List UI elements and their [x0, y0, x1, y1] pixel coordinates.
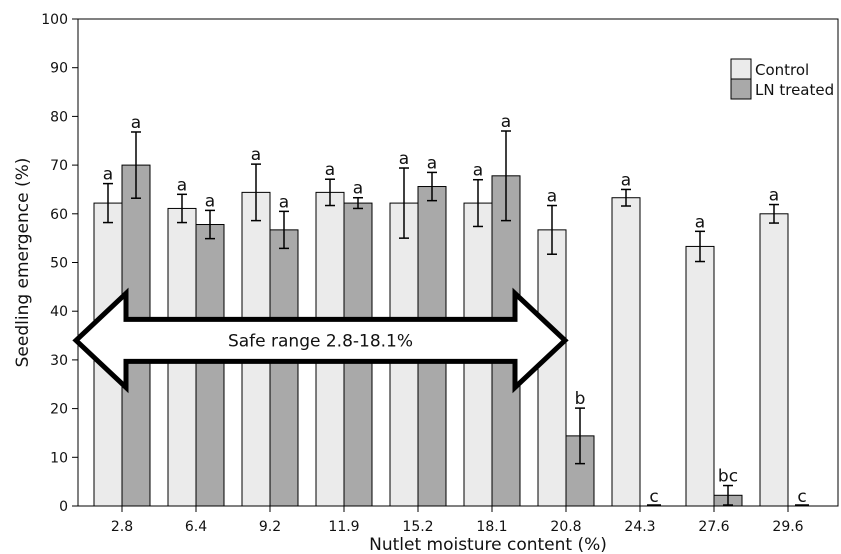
significance-label: a	[473, 161, 483, 181]
legend-label-ln-treated: LN treated	[755, 81, 834, 99]
significance-label: a	[621, 170, 631, 190]
y-tick-label: 70	[50, 158, 68, 174]
significance-label: a	[769, 186, 779, 206]
x-tick-label: 24.3	[624, 519, 655, 535]
y-tick-label: 30	[50, 353, 68, 369]
significance-label: a	[279, 192, 289, 212]
significance-label: a	[353, 179, 363, 199]
y-axis-title: Seedling emergence (%)	[13, 158, 33, 368]
y-tick-label: 10	[50, 450, 68, 466]
bar-control	[537, 229, 567, 507]
legend-label-control: Control	[755, 61, 809, 79]
significance-label: a	[205, 191, 215, 211]
bar-ln-treated	[195, 224, 225, 507]
x-tick-label: 9.2	[259, 519, 281, 535]
significance-label: c	[649, 487, 658, 507]
bar-control	[685, 245, 715, 507]
bar-control	[611, 197, 641, 507]
significance-label: a	[325, 160, 335, 180]
x-tick-label: 27.6	[698, 519, 729, 535]
double-arrow	[72, 287, 569, 394]
y-tick-label: 50	[50, 256, 68, 272]
significance-label: a	[501, 112, 511, 132]
significance-label: a	[103, 165, 113, 185]
bar-control	[759, 213, 789, 507]
y-tick-label: 60	[50, 207, 68, 223]
legend: Control LN treated	[730, 58, 834, 100]
x-tick-label: 6.4	[185, 519, 207, 535]
x-tick-label: 11.9	[328, 519, 359, 535]
significance-label: a	[251, 145, 261, 165]
safe-range-arrow: Safe range 2.8-18.1%	[72, 287, 569, 394]
significance-label: a	[399, 149, 409, 169]
y-tick-label: 90	[50, 61, 68, 77]
safe-range-label: Safe range 2.8-18.1%	[228, 331, 413, 351]
significance-label: a	[131, 113, 141, 133]
x-tick-label: 18.1	[476, 519, 507, 535]
x-tick-label: 20.8	[550, 519, 581, 535]
significance-label: a	[177, 175, 187, 195]
x-tick-label: 2.8	[111, 519, 133, 535]
significance-label: a	[547, 187, 557, 207]
y-tick-label: 80	[50, 109, 68, 125]
y-tick-label: 20	[50, 402, 68, 418]
significance-label: bc	[718, 467, 738, 487]
legend-swatch-control	[730, 58, 752, 80]
error-bars	[103, 130, 779, 506]
x-axis-ticks: 2.8 6.4 9.2 11.9 15.2 18.1 20.8 24.3 27.6 29.6	[111, 506, 804, 535]
x-tick-label: 15.2	[402, 519, 433, 535]
significance-label: a	[427, 153, 437, 173]
y-tick-label: 40	[50, 304, 68, 320]
y-tick-label: 100	[41, 12, 68, 28]
significance-label: c	[797, 487, 806, 507]
y-tick-label: 0	[59, 499, 68, 515]
bar-ln-treated	[269, 229, 299, 507]
y-axis-ticks: 0 10 20 30 40 50 60 70 80 90 100	[41, 12, 78, 515]
significance-label: a	[695, 212, 705, 232]
x-tick-label: 29.6	[772, 519, 803, 535]
significance-label: b	[575, 389, 586, 409]
plot-frame	[77, 18, 839, 507]
x-axis-title: Nutlet moisture content (%)	[369, 535, 607, 554]
legend-swatch-ln-treated	[730, 78, 752, 100]
